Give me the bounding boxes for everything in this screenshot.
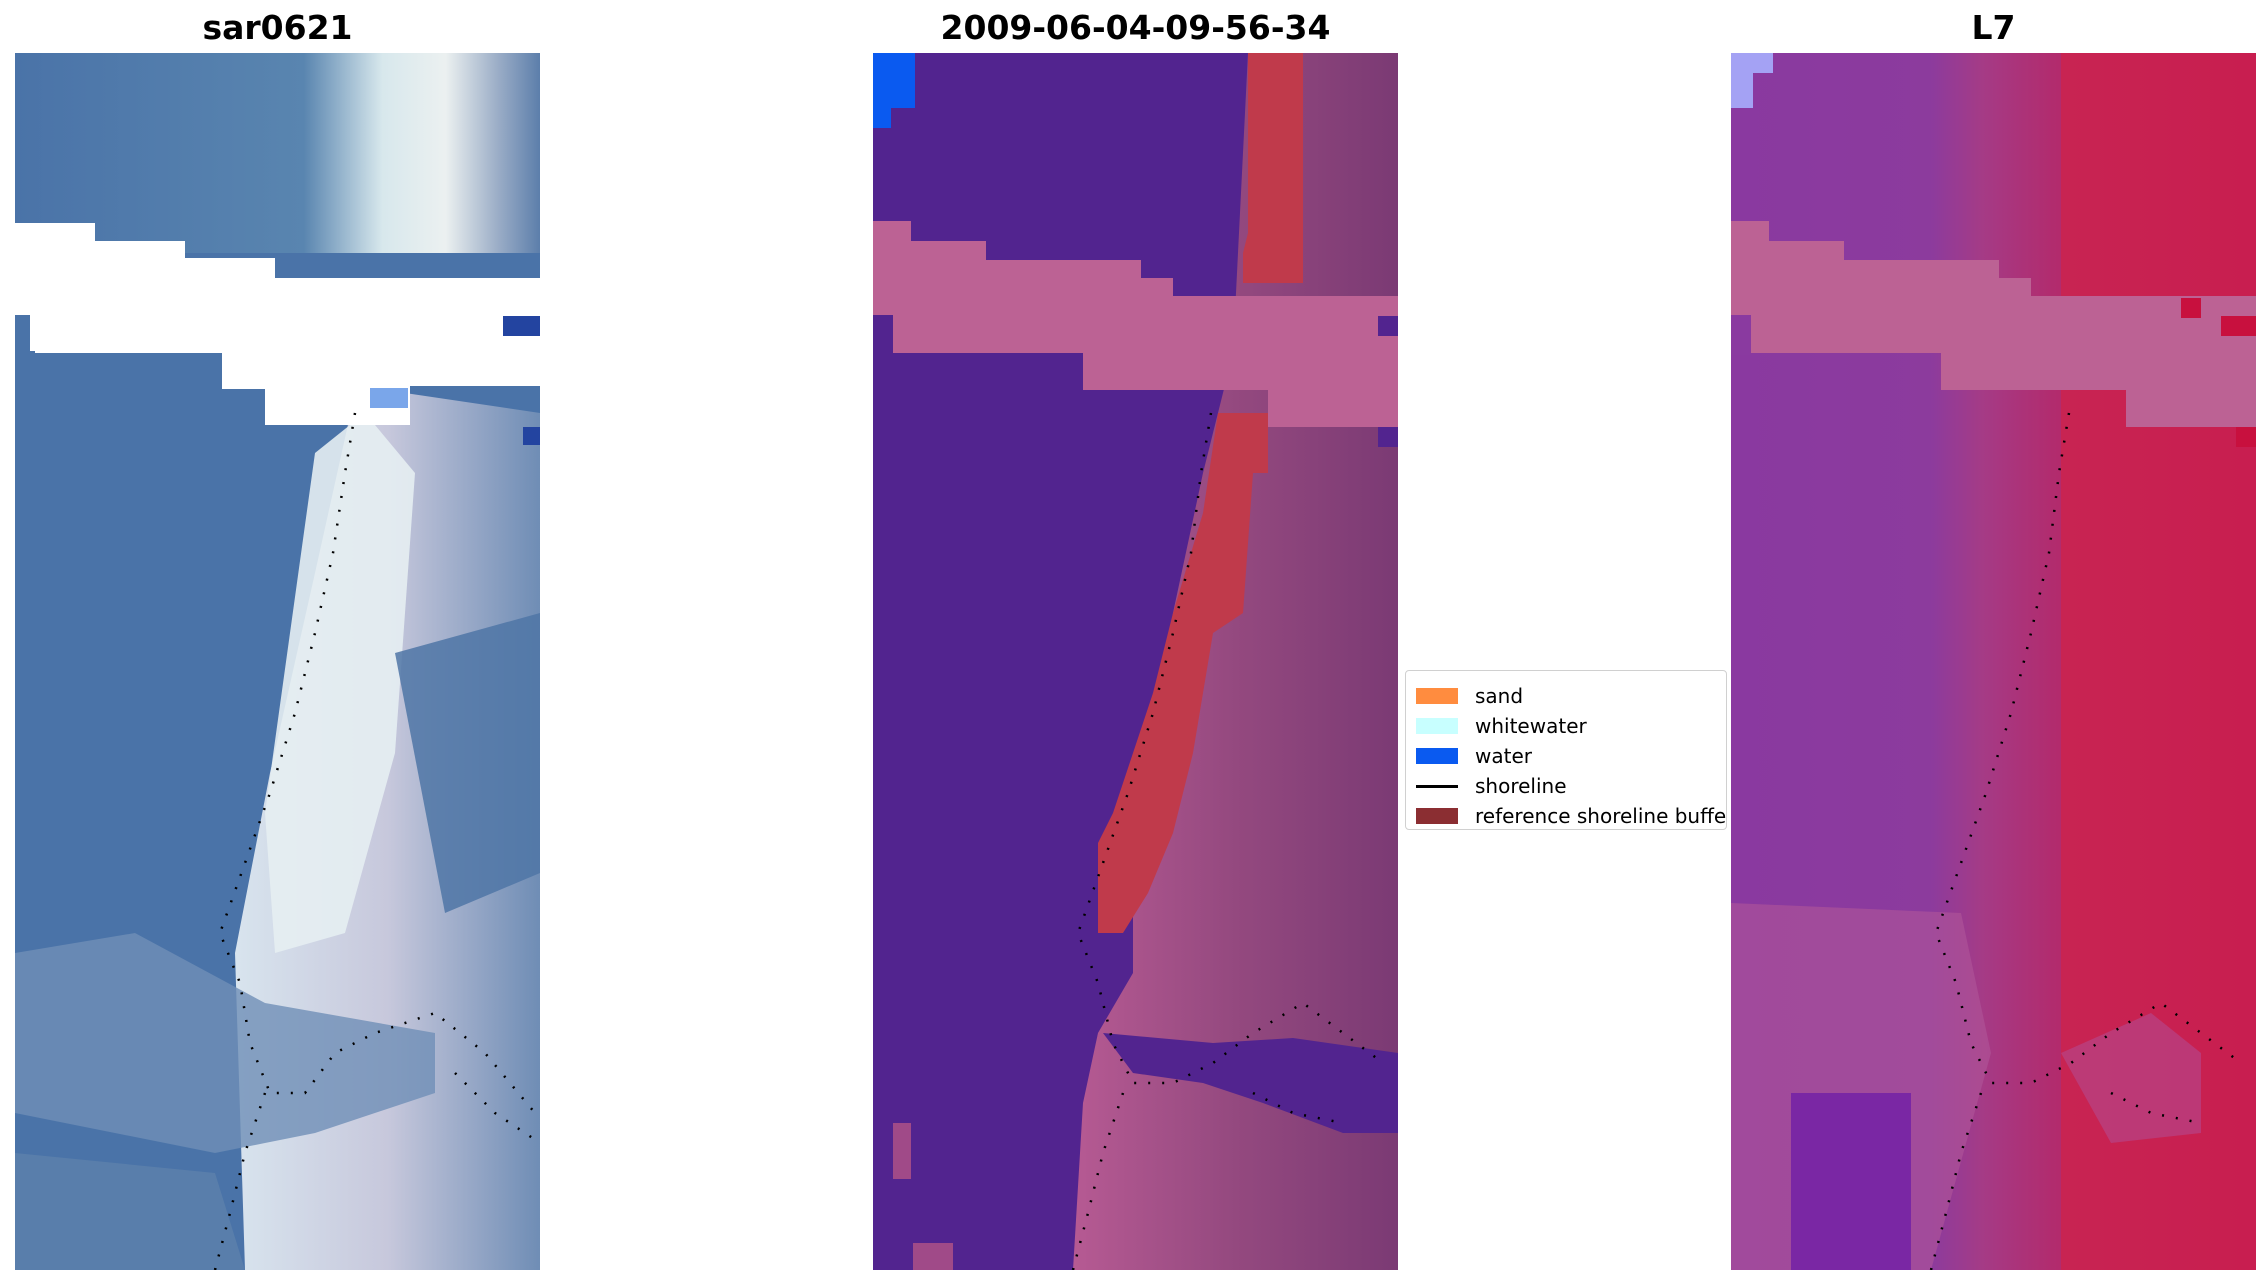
legend-item-water: water [1416, 741, 1532, 771]
index-image-panel [1731, 53, 2256, 1270]
panel-title-index: L7 [1971, 8, 2016, 47]
legend-swatch-sand [1416, 688, 1458, 704]
legend-label-shoreline: shoreline [1475, 774, 1567, 798]
legend: sand whitewater water shoreline referenc… [1405, 670, 1727, 830]
legend-item-sand: sand [1416, 681, 1523, 711]
legend-label-whitewater: whitewater [1475, 714, 1587, 738]
panel-title-rgb: sar0621 [202, 8, 353, 47]
legend-item-reference-buffer: reference shoreline buffer [1416, 801, 1727, 829]
legend-item-whitewater: whitewater [1416, 711, 1587, 741]
legend-swatch-water [1416, 748, 1458, 764]
rgb-image-panel [15, 53, 540, 1270]
legend-line-shoreline [1416, 784, 1458, 788]
legend-swatch-whitewater [1416, 718, 1458, 734]
legend-item-shoreline: shoreline [1416, 771, 1567, 801]
rgb-image [15, 53, 540, 1270]
panel-title-classified: 2009-06-04-09-56-34 [940, 8, 1331, 47]
legend-label-reference-buffer: reference shoreline buffer [1475, 804, 1727, 828]
legend-label-water: water [1475, 744, 1532, 768]
legend-label-sand: sand [1475, 684, 1524, 708]
index-image [1731, 53, 2256, 1270]
classified-image-panel [873, 53, 1398, 1270]
shoreline-trace-rgb [218, 412, 536, 1114]
shoreline-trace-index [1934, 412, 2242, 1085]
legend-swatch-reference-buffer [1416, 808, 1458, 824]
classified-image [873, 53, 1398, 1270]
shoreline-trace-classified [1076, 412, 1384, 1085]
